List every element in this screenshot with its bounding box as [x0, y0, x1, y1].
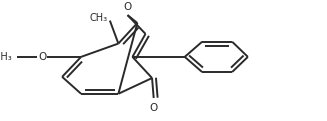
Text: O: O — [38, 52, 46, 62]
Text: O: O — [149, 103, 158, 113]
Text: O: O — [123, 2, 132, 12]
Text: CH₃: CH₃ — [89, 13, 107, 23]
Text: OCH₃: OCH₃ — [0, 52, 12, 62]
